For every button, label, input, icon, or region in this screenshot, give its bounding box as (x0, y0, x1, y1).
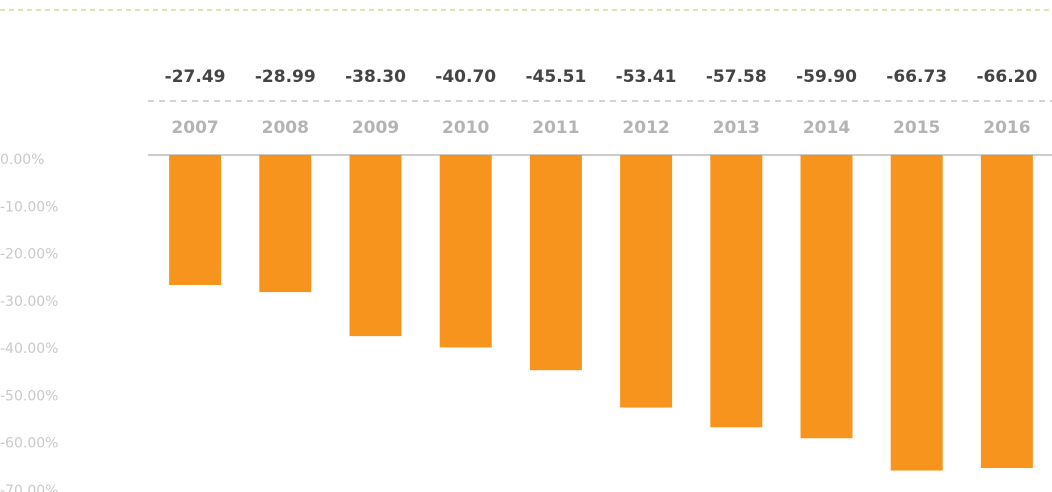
value-label: -53.41 (616, 67, 677, 87)
bar (169, 155, 222, 285)
value-label: -40.70 (435, 67, 496, 87)
x-tick-label: 2012 (622, 118, 669, 138)
x-tick-label: 2016 (983, 118, 1030, 138)
bar (710, 155, 763, 428)
bar (890, 155, 943, 471)
value-label: -66.73 (886, 67, 947, 87)
y-tick-label: -10.00% (0, 199, 58, 215)
bar (529, 155, 582, 371)
value-label: -59.90 (796, 67, 857, 87)
bar (259, 155, 312, 293)
x-tick-label: 2011 (532, 118, 579, 138)
value-label: -45.51 (525, 67, 586, 87)
bar (620, 155, 673, 408)
bar (800, 155, 853, 439)
x-tick-label: 2008 (262, 118, 309, 138)
bar (980, 155, 1033, 469)
x-tick-label: 2007 (171, 118, 218, 138)
y-tick-label: -70.00% (0, 483, 58, 492)
bar (349, 155, 402, 337)
value-label: -27.49 (165, 67, 226, 87)
y-tick-label: -40.00% (0, 341, 58, 357)
x-tick-label: 2015 (893, 118, 940, 138)
x-tick-label: 2014 (803, 118, 850, 138)
y-tick-label: 0.00% (0, 152, 44, 168)
x-tick-label: 2009 (352, 118, 399, 138)
bar (439, 155, 492, 348)
y-tick-label: -50.00% (0, 388, 58, 404)
x-tick-label: 2013 (713, 118, 760, 138)
value-label: -28.99 (255, 67, 316, 87)
value-label: -57.58 (706, 67, 767, 87)
value-label: -66.20 (976, 67, 1037, 87)
y-tick-label: -60.00% (0, 436, 58, 452)
y-tick-label: -30.00% (0, 294, 58, 310)
x-tick-label: 2010 (442, 118, 489, 138)
value-label: -38.30 (345, 67, 406, 87)
y-tick-label: -20.00% (0, 247, 58, 263)
